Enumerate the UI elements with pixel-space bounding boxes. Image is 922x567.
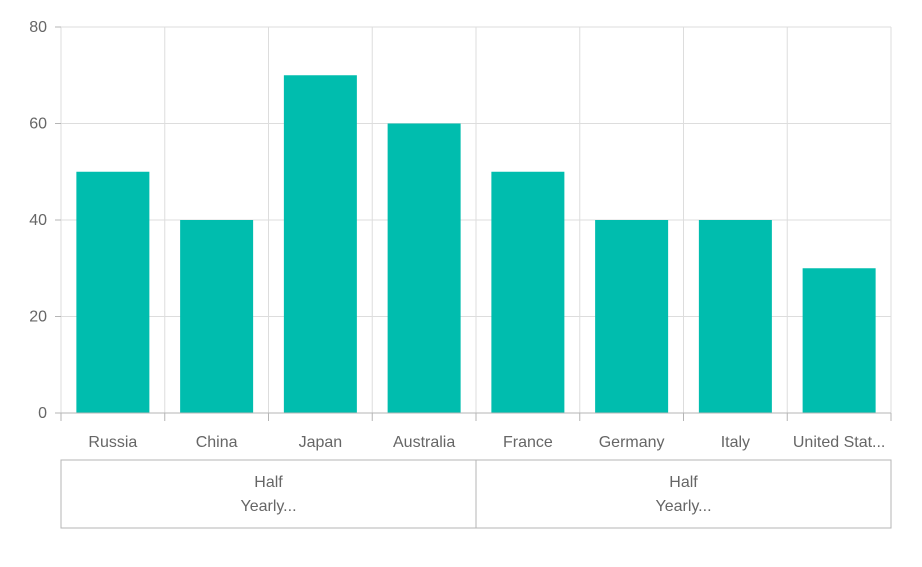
bar (387, 123, 461, 413)
bar (595, 220, 669, 413)
bar (802, 268, 876, 413)
group-label-line1: Half (669, 474, 698, 491)
bar (491, 171, 565, 413)
x-tick-label: Russia (88, 434, 137, 451)
group-label-line2: Yearly... (655, 498, 711, 515)
x-tick-label: France (503, 434, 553, 451)
y-tick-label: 80 (29, 19, 47, 36)
y-tick-label: 20 (29, 309, 47, 326)
group-label-line1: Half (254, 474, 283, 491)
x-tick-label: Italy (721, 434, 750, 451)
x-tick-label: Australia (393, 434, 455, 451)
y-tick-label: 40 (29, 212, 47, 229)
x-tick-label: United Stat... (793, 434, 886, 451)
bars (76, 75, 876, 413)
x-tick-label: Japan (299, 434, 343, 451)
y-tick-label: 60 (29, 116, 47, 133)
category-groups: Half Yearly... Half Yearly... (60, 459, 892, 529)
group-label-line2: Yearly... (240, 498, 296, 515)
x-tick-label: Germany (599, 434, 665, 451)
bar (698, 220, 772, 413)
bar (180, 220, 254, 413)
bar (76, 171, 150, 413)
x-tick-label: China (196, 434, 238, 451)
axes (55, 26, 892, 421)
bar (283, 75, 357, 413)
x-axis-labels: Russia China Japan Australia France Germany It… (88, 434, 885, 451)
y-tick-label: 0 (38, 405, 47, 422)
y-axis-labels: 0 20 40 60 80 (29, 19, 47, 422)
